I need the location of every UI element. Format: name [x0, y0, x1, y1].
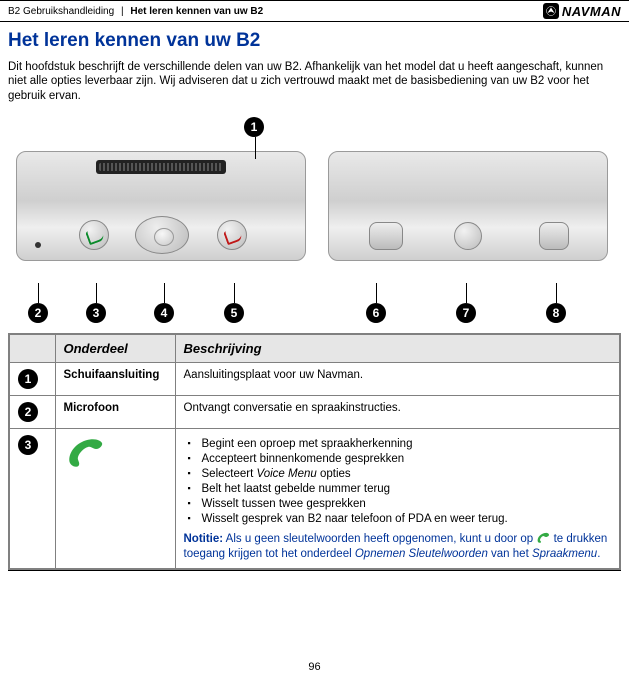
page-number: 96	[308, 661, 320, 673]
callout-badge-8: 8	[546, 303, 566, 323]
brand-name: NAVMAN	[562, 4, 621, 19]
callout-badge-2: 2	[28, 303, 48, 323]
answer-button-icon	[79, 220, 109, 250]
header-left: B2 Gebruikshandleiding | Het leren kenne…	[8, 6, 263, 17]
callout-6: 6	[366, 303, 386, 323]
page-footer: 96	[0, 661, 629, 673]
page-title: Het leren kennen van uw B2	[8, 30, 621, 52]
callout-badge-6: 6	[366, 303, 386, 323]
list-item: Wisselt tussen twee gesprekken	[184, 498, 612, 510]
row3-bullets: Begint een oproep met spraakherkenning A…	[184, 438, 612, 525]
callout-badge-3: 3	[86, 303, 106, 323]
callout-badge-4: 4	[154, 303, 174, 323]
note-period: .	[597, 548, 600, 560]
callout-badge-1: 1	[244, 117, 264, 137]
page-header: B2 Gebruikshandleiding | Het leren kenne…	[0, 1, 629, 21]
list-item: Wisselt gesprek van B2 naar telefoon of …	[184, 513, 612, 525]
note-label: Notitie:	[184, 533, 224, 545]
device-figure: 1 2 3 4 5 6 7 8	[8, 111, 621, 321]
table-row: 3 Begint een oproep met spraakherkenning…	[9, 429, 620, 569]
note-link-1: Opnemen Sleutelwoorden	[355, 548, 488, 560]
table-row: 1 Schuifaansluiting Aansluitingsplaat vo…	[9, 363, 620, 396]
device-rear-view	[328, 151, 608, 261]
device-front-view	[16, 151, 306, 261]
table-row: 2 Microfoon Ontvangt conversatie en spra…	[9, 396, 620, 429]
callout-3: 3	[86, 303, 106, 323]
callout-8: 8	[546, 303, 566, 323]
list-item: Belt het laatst gebelde nummer terug	[184, 483, 612, 495]
voice-menu-italic: Voice Menu	[256, 468, 316, 480]
note-link-2: Spraakmenu	[532, 548, 597, 560]
list-item: Begint een oproep met spraakherkenning	[184, 438, 612, 450]
section-title: Het leren kennen van uw B2	[130, 6, 263, 17]
callout-4: 4	[154, 303, 174, 323]
row-desc-1: Aansluitingsplaat voor uw Navman.	[175, 363, 620, 396]
callout-2: 2	[28, 303, 48, 323]
brand-logo: NAVMAN	[543, 3, 621, 19]
microphone-dot	[35, 242, 41, 248]
th-onderdeel: Onderdeel	[55, 334, 175, 363]
callout-5: 5	[224, 303, 244, 323]
row-part-1: Schuifaansluiting	[55, 363, 175, 396]
center-pad	[135, 216, 189, 254]
list-item: Selecteert Voice Menu opties	[184, 468, 612, 480]
callout-badge-5: 5	[224, 303, 244, 323]
rear-connector-1	[369, 222, 403, 250]
callout-badge-7: 7	[456, 303, 476, 323]
th-beschrijving: Beschrijving	[175, 334, 620, 363]
header-separator: |	[121, 6, 124, 17]
intro-paragraph: Dit hoofdstuk beschrijft de verschillend…	[8, 60, 621, 103]
callout-7: 7	[456, 303, 476, 323]
row-badge-1: 1	[18, 369, 38, 389]
row-desc-2: Ontvangt conversatie en spraakinstructie…	[175, 396, 620, 429]
parts-table: Onderdeel Beschrijving 1 Schuifaansluiti…	[8, 333, 621, 570]
row-desc-3: Begint een oproep met spraakherkenning A…	[175, 429, 620, 569]
row-badge-3: 3	[18, 435, 38, 455]
note-text-mid: van het	[488, 548, 532, 560]
row-badge-2: 2	[18, 402, 38, 422]
callout-1-stem	[255, 137, 256, 159]
brand-logo-icon	[543, 3, 559, 19]
row-part-3-phone-icon	[55, 429, 175, 569]
inline-phone-icon	[536, 531, 550, 545]
phone-green-icon	[64, 435, 108, 473]
rear-button	[454, 222, 482, 250]
hangup-button-icon	[217, 220, 247, 250]
callout-1: 1	[244, 117, 264, 137]
note-text-before: Als u geen sleutelwoorden heeft opgenome…	[223, 533, 536, 545]
row-part-2: Microfoon	[55, 396, 175, 429]
row3-note: Notitie: Als u geen sleutelwoorden heeft…	[184, 531, 612, 562]
th-blank	[9, 334, 55, 363]
slide-mount-slot	[96, 160, 226, 174]
list-item: Accepteert binnenkomende gesprekken	[184, 453, 612, 465]
doc-title: B2 Gebruikshandleiding	[8, 6, 114, 17]
rear-connector-2	[539, 222, 569, 250]
